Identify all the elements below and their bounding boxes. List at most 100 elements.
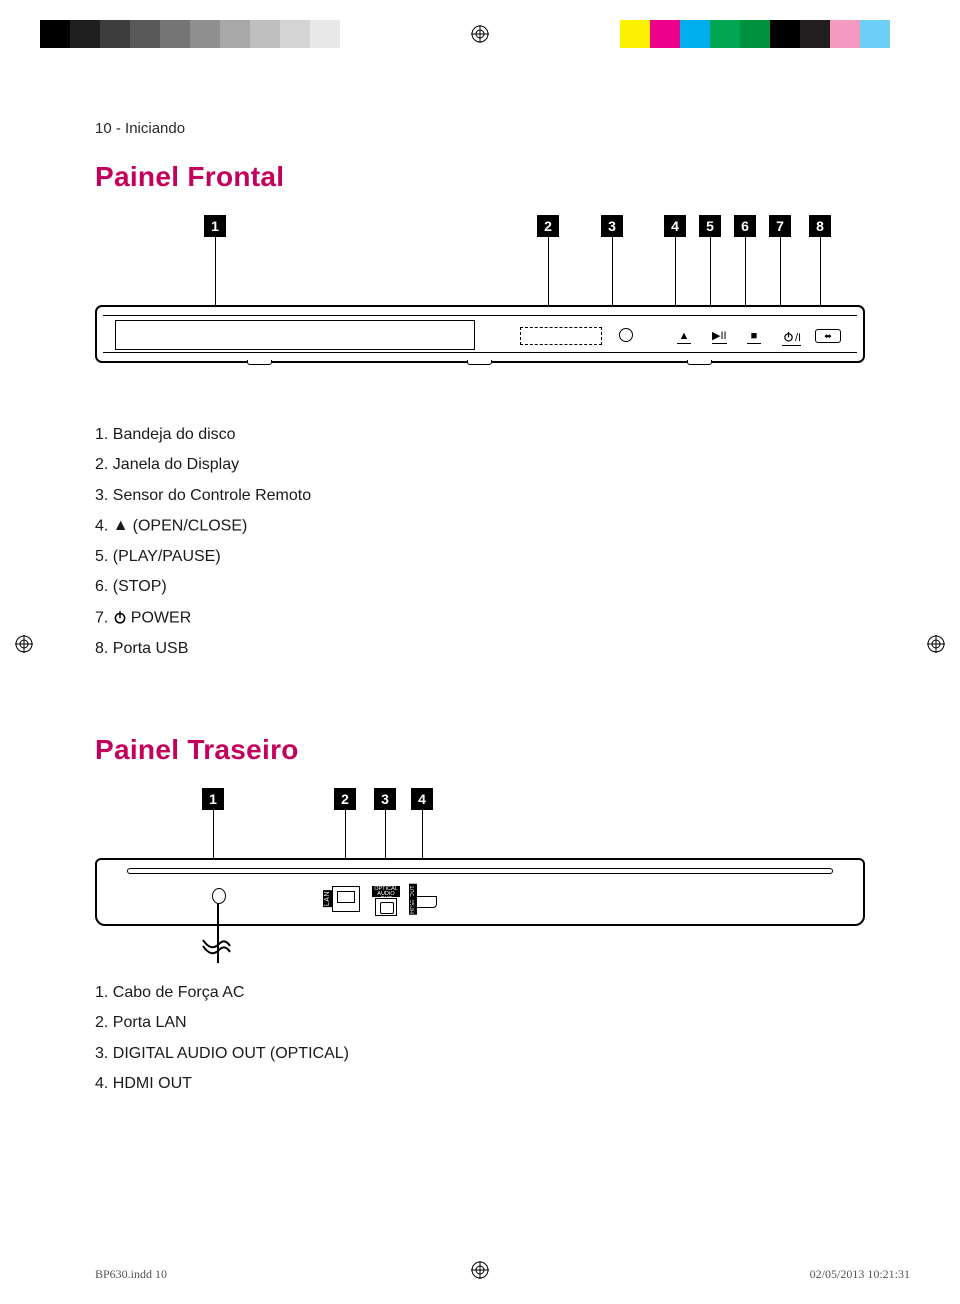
swatch <box>220 20 250 48</box>
list-item: 1. Bandeja do disco <box>95 420 865 450</box>
list-item: 8. Porta USB <box>95 634 865 664</box>
registration-mark-icon <box>15 635 33 653</box>
list-item: 4. HDMI OUT <box>95 1069 865 1099</box>
list-item: 4. ▲(OPEN/CLOSE) <box>95 511 865 542</box>
swatch <box>800 20 830 48</box>
callout-number: 1 <box>204 215 226 237</box>
display-window-icon <box>520 327 602 345</box>
power-icon <box>113 603 127 633</box>
swatch <box>130 20 160 48</box>
list-text: Bandeja do disco <box>113 426 236 443</box>
list-item: 3. Sensor do Controle Remoto <box>95 481 865 511</box>
list-text: (STOP) <box>113 578 167 595</box>
list-text: Janela do Display <box>113 456 239 473</box>
rear-panel-title: Painel Traseiro <box>95 734 865 766</box>
section-name: Iniciando <box>125 120 185 137</box>
list-text: Cabo de Força AC <box>113 984 245 1001</box>
list-item: 3. DIGITAL AUDIO OUT (OPTICAL) <box>95 1039 865 1069</box>
eject-icon: ▲ <box>113 511 129 541</box>
swatch <box>740 20 770 48</box>
swatch <box>770 20 800 48</box>
cord-tail-icon <box>201 938 231 956</box>
stop-icon: ■ <box>747 331 761 344</box>
list-text: (PLAY/PAUSE) <box>113 548 221 565</box>
swatch <box>40 20 70 48</box>
optical-port-icon: OPTICALAUDIO OUT <box>372 886 400 916</box>
callout-number: 1 <box>202 788 224 810</box>
list-index: 7. <box>95 609 108 626</box>
grayscale-swatches <box>40 20 340 48</box>
callout-number: 7 <box>769 215 791 237</box>
callout-number: 2 <box>334 788 356 810</box>
list-text: DIGITAL AUDIO OUT (OPTICAL) <box>113 1045 349 1062</box>
play-pause-icon: ▶II <box>712 331 727 344</box>
swatch <box>310 20 340 48</box>
lan-port-icon <box>332 886 360 912</box>
list-index: 4. <box>95 1075 108 1092</box>
swatch <box>280 20 310 48</box>
disc-tray-icon <box>115 320 475 350</box>
page-footer: BP630.indd 10 02/05/2013 10:21:31 <box>95 1267 910 1282</box>
breadcrumb: 10 - Iniciando <box>95 120 865 137</box>
swatch <box>70 20 100 48</box>
callout-number: 4 <box>664 215 686 237</box>
callout-number: 6 <box>734 215 756 237</box>
rear-panel-list: 1. Cabo de Força AC2. Porta LAN3. DIGITA… <box>95 978 865 1100</box>
front-panel-list: 1. Bandeja do disco2. Janela do Display3… <box>95 420 865 664</box>
list-index: 2. <box>95 456 108 473</box>
swatch <box>100 20 130 48</box>
swatch <box>680 20 710 48</box>
device-front-view: ▲ ▶II ■ /I ⬌ <box>95 305 865 363</box>
swatch <box>190 20 220 48</box>
swatch <box>620 20 650 48</box>
power-icon: /I <box>782 331 801 346</box>
list-text: POWER <box>131 609 191 626</box>
list-text: (OPEN/CLOSE) <box>133 518 248 535</box>
list-item: 6. (STOP) <box>95 572 865 602</box>
eject-icon: ▲ <box>677 331 691 344</box>
registration-mark-icon <box>471 25 489 43</box>
swatch <box>860 20 890 48</box>
device-rear-view: LAN OPTICALAUDIO OUT HDMI OUT <box>95 858 865 940</box>
list-item: 2. Janela do Display <box>95 450 865 480</box>
swatch <box>830 20 860 48</box>
list-text: HDMI OUT <box>113 1075 192 1092</box>
list-index: 5. <box>95 548 108 565</box>
list-index: 2. <box>95 1014 108 1031</box>
list-item: 7. POWER <box>95 603 865 634</box>
callout-number: 3 <box>374 788 396 810</box>
hdmi-port-icon: HDMI OUT <box>410 886 438 916</box>
callout-number: 3 <box>601 215 623 237</box>
page-number: 10 <box>95 120 112 137</box>
color-swatches <box>620 20 920 48</box>
list-item: 5. (PLAY/PAUSE) <box>95 542 865 572</box>
list-index: 8. <box>95 640 108 657</box>
list-index: 4. <box>95 518 108 535</box>
list-index: 1. <box>95 984 108 1001</box>
callout-number: 2 <box>537 215 559 237</box>
swatch <box>160 20 190 48</box>
list-index: 3. <box>95 1045 108 1062</box>
list-item: 2. Porta LAN <box>95 1008 865 1038</box>
swatch <box>890 20 920 48</box>
callout-number: 4 <box>411 788 433 810</box>
list-text: Porta LAN <box>113 1014 187 1031</box>
lan-label: LAN <box>323 890 332 907</box>
callout-number: 8 <box>809 215 831 237</box>
footer-file: BP630.indd 10 <box>95 1267 167 1282</box>
list-index: 1. <box>95 426 108 443</box>
front-panel-title: Painel Frontal <box>95 161 865 193</box>
swatch <box>710 20 740 48</box>
front-panel-diagram: 1 2 3 45678 ▲ ▶II ■ /I ⬌ <box>95 215 865 390</box>
callout-number: 5 <box>699 215 721 237</box>
list-index: 3. <box>95 487 108 504</box>
list-text: Sensor do Controle Remoto <box>113 487 311 504</box>
footer-timestamp: 02/05/2013 10:21:31 <box>810 1267 910 1282</box>
list-item: 1. Cabo de Força AC <box>95 978 865 1008</box>
swatch <box>650 20 680 48</box>
list-index: 6. <box>95 578 108 595</box>
usb-port-icon: ⬌ <box>815 329 841 343</box>
rear-panel-diagram: 1 234 LAN OPTICALAUDIO OUT HDMI OUT <box>95 788 865 948</box>
registration-mark-icon <box>927 635 945 653</box>
swatch <box>250 20 280 48</box>
